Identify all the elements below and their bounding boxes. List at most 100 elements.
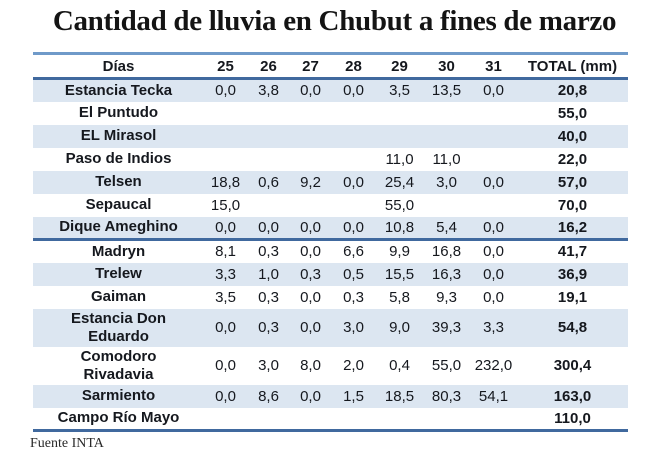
day-value-cell [204,125,247,148]
table-row: Telsen 18,8 0,6 9,2 0,0 25,4 3,0 0,0 57,0 [33,170,628,194]
day-value-cell [470,102,517,125]
table-row: Dique Ameghino 0,0 0,0 0,0 0,0 10,8 5,4 0,0 16,2 [33,216,628,240]
day-value-cell: 5,8 [389,288,410,306]
day-value-cell: 0,3 [258,288,279,306]
day-value-cell: 1,0 [258,265,279,283]
station-name-cell: Estancia Don Eduardo [70,309,167,345]
day-value-cell: 5,4 [436,218,457,236]
day-value-cell: 0,0 [483,173,504,191]
day-value-cell: 9,9 [389,243,410,261]
day-value-cell: 9,0 [389,319,410,336]
day-value-cell: 0,0 [483,218,504,236]
table-row: Comodoro Rivadavia 0,0 3,0 8,0 2,0 0,4 55,0 232… [33,347,628,385]
day-value-cell: 8,1 [215,243,236,261]
day-value-cell [247,125,290,148]
day-value-cell [423,125,470,148]
day-value-cell: 0,3 [258,243,279,261]
day-value-cell: 0,0 [300,319,321,336]
day-value-cell: 0,0 [215,218,236,236]
day-value-cell [423,194,470,217]
station-name-cell: Sarmiento [81,387,156,404]
day-value-cell: 3,0 [258,357,279,374]
day-value-cell: 3,3 [483,319,504,336]
total-value-cell: 55,0 [557,104,588,122]
day-value-cell: 11,0 [385,150,414,168]
day-value-cell [376,408,423,431]
day-value-cell: 3,5 [215,288,236,306]
total-value-cell: 70,0 [557,196,588,214]
table-row: Campo Río Mayo 110,0 [33,408,628,431]
station-name-cell: Paso de Indios [65,150,172,167]
day-value-cell: 13,5 [431,82,462,100]
day-value-cell: 18,5 [384,387,415,405]
day-value-cell: 0,3 [300,265,321,283]
day-value-cell [247,408,290,431]
chart-title: Cantidad de lluvia en Chubut a fines de … [52,5,617,37]
day-value-cell: 0,0 [343,82,364,100]
day-value-cell [204,148,247,171]
table-row: Sepaucal 15,0 55,0 70,0 [33,194,628,217]
day-value-cell [470,408,517,431]
day-value-cell: 3,0 [343,319,364,336]
station-name-cell: Estancia Tecka [64,81,173,99]
day-value-cell: 0,0 [300,82,321,100]
day-value-cell: 0,5 [343,265,364,283]
day-value-cell: 0,6 [258,173,279,191]
day-value-cell [376,125,423,148]
day-value-cell: 39,3 [431,319,462,336]
total-value-cell: 40,0 [557,127,588,145]
day-column-header: 27 [302,57,319,75]
table-row: Paso de Indios 11,0 11,0 22,0 [33,148,628,171]
day-value-cell: 6,6 [343,243,364,261]
day-value-cell [204,408,247,431]
table-row: Madryn 8,1 0,3 0,0 6,6 9,9 16,8 0,0 41,7 [33,240,628,263]
station-name-cell: EL Mirasol [80,127,157,144]
day-value-cell [376,102,423,125]
days-column-header: Días [102,57,135,75]
day-value-cell: 8,6 [258,387,279,405]
day-column-header: 31 [485,57,502,75]
station-name-cell: Telsen [95,173,142,190]
day-value-cell [247,102,290,125]
total-value-cell: 20,8 [557,82,588,100]
day-column-header: 29 [391,57,408,75]
day-value-cell: 0,0 [483,82,504,100]
day-value-cell: 0,0 [343,218,364,236]
table-header: Días 25 26 27 28 29 30 31 TOTAL (mm) [33,54,628,79]
day-value-cell [204,102,247,125]
table-row: Sarmiento 0,0 8,6 0,0 1,5 18,5 80,3 54,1 163,0 [33,384,628,408]
station-name-cell: Gaiman [90,288,147,305]
day-value-cell: 0,0 [258,218,279,236]
day-value-cell [470,194,517,217]
total-value-cell: 163,0 [553,387,592,405]
table-row: Estancia Don Eduardo 0,0 0,3 0,0 3,0 9,0 39,3 3… [33,308,628,347]
table-row: Estancia Tecka 0,0 3,8 0,0 0,0 3,5 13,5 0,0 20,8 [33,78,628,102]
day-value-cell: 25,4 [384,173,415,191]
day-value-cell [290,194,331,217]
rainfall-table: Días 25 26 27 28 29 30 31 TOTAL (mm) Estancia Te… [33,52,628,432]
day-value-cell [290,125,331,148]
day-value-cell: 0,0 [215,387,236,405]
source-note: Fuente INTA [30,436,104,451]
day-value-cell: 0,0 [300,288,321,306]
table-row: Gaiman 3,5 0,3 0,0 0,3 5,8 9,3 0,0 19,1 [33,286,628,309]
day-value-cell: 3,8 [258,82,279,100]
day-value-cell: 9,2 [300,173,321,191]
day-value-cell: 80,3 [431,387,462,405]
day-value-cell [423,408,470,431]
station-name-cell: Sepaucal [85,196,152,213]
day-value-cell [331,408,376,431]
day-value-cell: 0,0 [483,288,504,306]
total-value-cell: 110,0 [554,409,591,427]
day-value-cell [290,102,331,125]
day-value-cell [290,408,331,431]
day-column-header: 26 [260,57,277,75]
day-value-cell: 54,1 [478,387,509,405]
day-value-cell [423,102,470,125]
day-value-cell: 8,0 [300,357,321,374]
day-value-cell [247,148,290,171]
station-name-cell: Dique Ameghino [59,218,178,236]
day-value-cell: 16,8 [431,243,462,261]
